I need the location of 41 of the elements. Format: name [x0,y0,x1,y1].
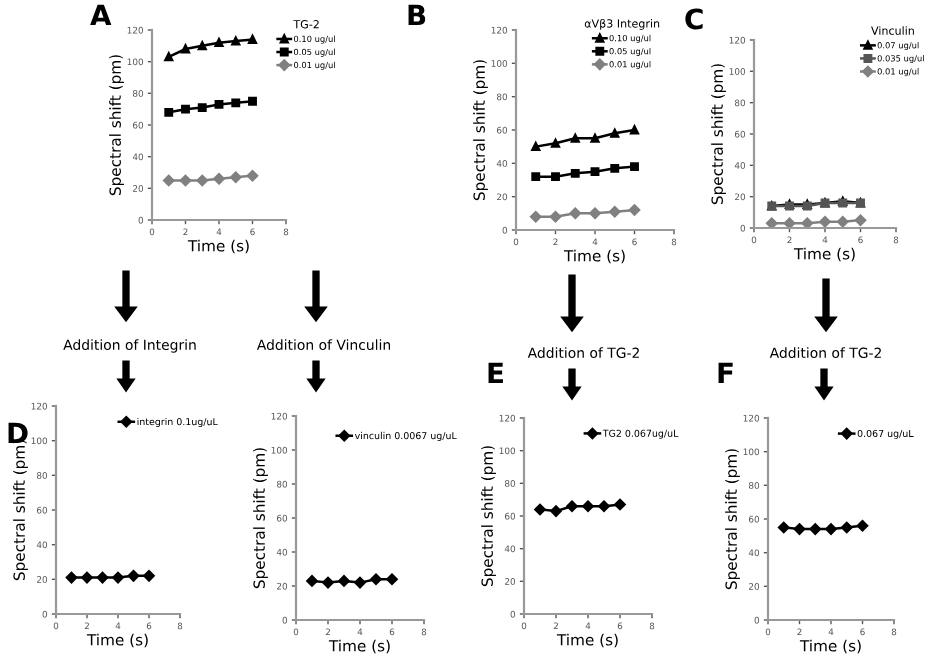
point [609,205,621,218]
chart-title: D [8,422,28,444]
point [854,214,867,226]
point [230,171,242,183]
point [549,210,562,223]
chart-title: A [90,4,112,26]
chart-title: E [488,362,503,384]
point [628,204,641,216]
point [837,216,849,228]
point [163,174,175,187]
point [231,98,241,108]
point [766,217,778,228]
point [248,96,257,106]
point [570,168,580,178]
chart-title: C [685,8,703,30]
chart-title: F [718,362,733,384]
point [530,210,542,223]
point [213,173,225,185]
point [181,104,190,114]
point [179,174,192,187]
point [570,133,580,143]
point [231,36,241,46]
point [164,107,174,117]
point [531,172,541,182]
point [819,216,831,228]
point [590,167,600,177]
point [551,138,560,148]
point [569,207,581,220]
point [610,128,620,138]
point [610,163,620,173]
point [551,172,560,182]
point [196,174,208,187]
point [590,133,600,143]
point [246,169,259,182]
point [197,103,207,113]
point [214,99,224,109]
chart-title: B [408,4,426,26]
point [783,217,796,228]
point [589,207,601,220]
point [801,217,813,228]
point [630,162,639,172]
